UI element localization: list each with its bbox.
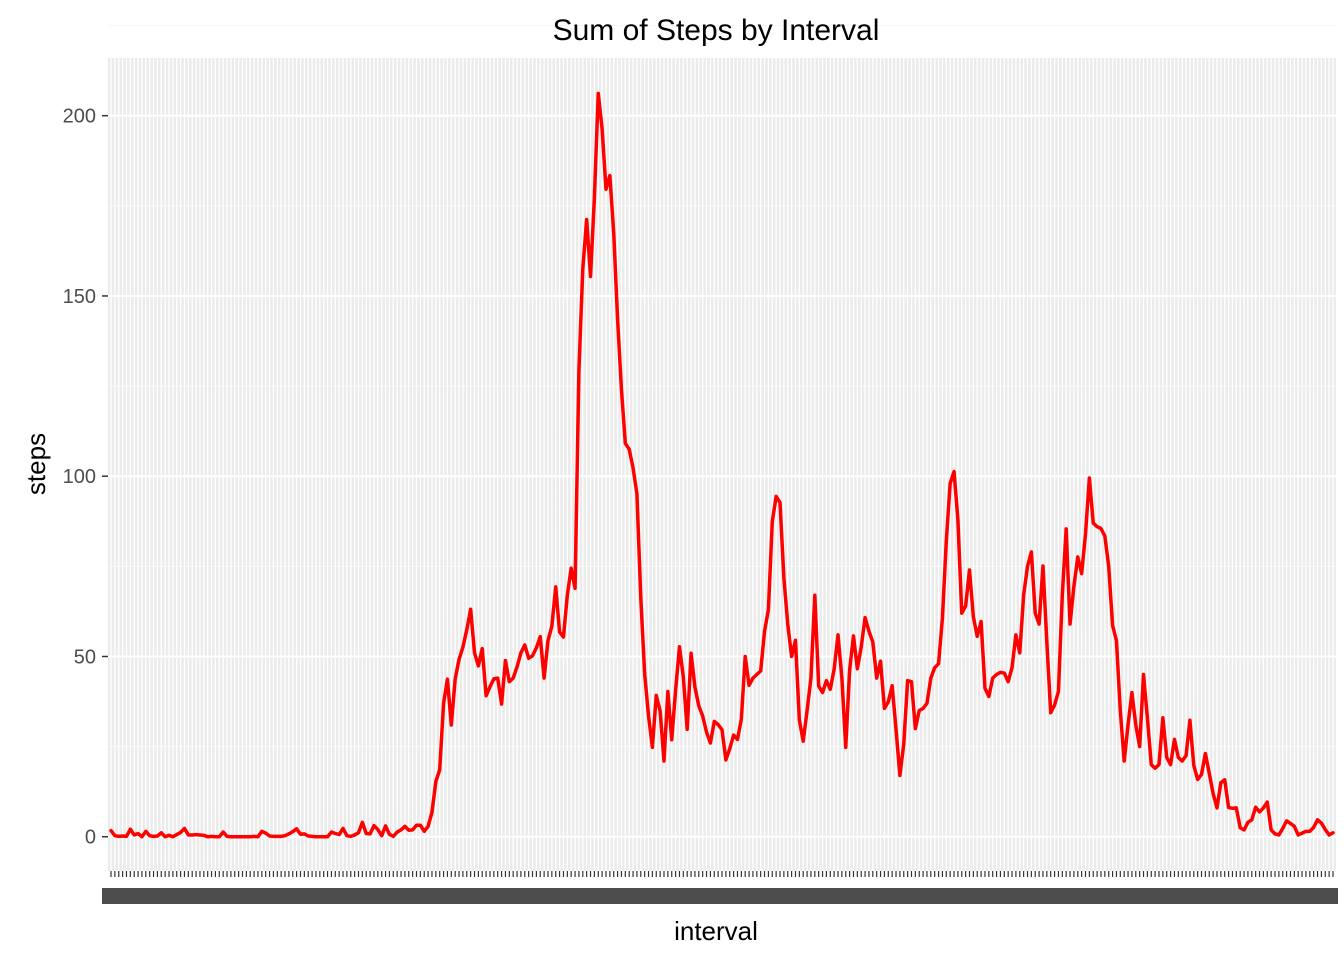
major-gridlines-y [108,114,1336,838]
y-tick-label: 150 [63,286,96,308]
y-axis: 0 50 100 150 200 [63,106,108,849]
chart-title: Sum of Steps by Interval [553,14,880,47]
major-gridlines-x [110,58,1334,871]
x-tick-label-band [102,888,1338,904]
y-tick-label: 0 [85,827,96,849]
y-axis-title: steps [21,433,51,495]
x-axis [102,871,1338,904]
series-line [109,91,1335,839]
y-tick-label: 200 [63,106,96,128]
y-tick-label: 50 [74,646,96,668]
y-tick-label: 100 [63,466,96,488]
x-axis-title: interval [674,916,758,946]
